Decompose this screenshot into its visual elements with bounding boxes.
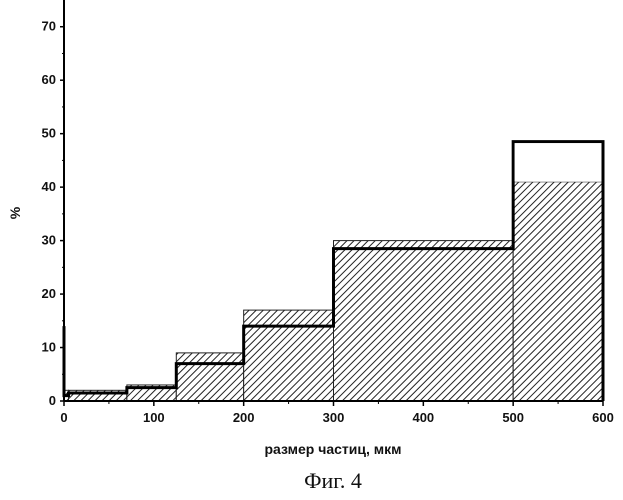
x-tick-label: 200 (233, 410, 255, 425)
y-tick-label: 0 (49, 393, 56, 408)
x-tick-label: 0 (60, 410, 67, 425)
y-tick-label: 50 (42, 126, 56, 141)
x-tick-label: 600 (592, 410, 614, 425)
y-tick-label: 70 (42, 19, 56, 34)
y-tick-label: 10 (42, 340, 56, 355)
x-tick-label: 300 (323, 410, 345, 425)
outline-bar-top (515, 143, 602, 182)
y-axis-label: % (7, 206, 23, 219)
x-tick-label: 100 (143, 410, 165, 425)
x-tick-label: 500 (502, 410, 524, 425)
hatched-bar (176, 353, 243, 401)
hatched-bar (244, 310, 334, 401)
hatched-bar (334, 241, 514, 401)
y-tick-label: 40 (42, 179, 56, 194)
figure-caption: Фиг. 4 (304, 468, 362, 493)
x-tick-label: 400 (412, 410, 434, 425)
y-tick-label: 30 (42, 233, 56, 248)
x-axis-label: размер частиц, мкм (265, 441, 402, 457)
plot-area (64, 142, 603, 401)
hatched-bar (513, 182, 603, 401)
y-tick-label: 60 (42, 72, 56, 87)
y-tick-label: 20 (42, 286, 56, 301)
